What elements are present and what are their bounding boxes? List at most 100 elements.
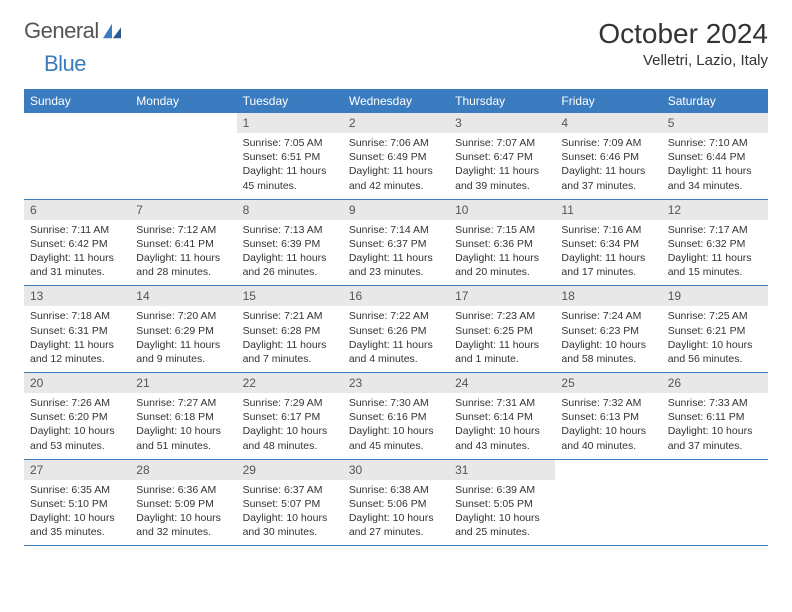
day-cell: 5Sunrise: 7:10 AMSunset: 6:44 PMDaylight… bbox=[662, 113, 768, 199]
day-number: 18 bbox=[555, 286, 661, 306]
day-details bbox=[662, 480, 768, 538]
logo-text-general: General bbox=[24, 18, 99, 44]
day-details: Sunrise: 7:30 AMSunset: 6:16 PMDaylight:… bbox=[343, 393, 449, 459]
day-cell bbox=[662, 459, 768, 546]
day-number: 1 bbox=[237, 113, 343, 133]
day-number: 4 bbox=[555, 113, 661, 133]
day-cell: 6Sunrise: 7:11 AMSunset: 6:42 PMDaylight… bbox=[24, 199, 130, 286]
day-details: Sunrise: 7:10 AMSunset: 6:44 PMDaylight:… bbox=[662, 133, 768, 199]
day-details: Sunrise: 7:13 AMSunset: 6:39 PMDaylight:… bbox=[237, 220, 343, 286]
day-details: Sunrise: 7:23 AMSunset: 6:25 PMDaylight:… bbox=[449, 306, 555, 372]
day-number: 16 bbox=[343, 286, 449, 306]
day-number: 26 bbox=[662, 373, 768, 393]
day-number: 21 bbox=[130, 373, 236, 393]
day-cell: 12Sunrise: 7:17 AMSunset: 6:32 PMDayligh… bbox=[662, 199, 768, 286]
day-number: 29 bbox=[237, 460, 343, 480]
day-details: Sunrise: 7:06 AMSunset: 6:49 PMDaylight:… bbox=[343, 133, 449, 199]
day-details: Sunrise: 7:12 AMSunset: 6:41 PMDaylight:… bbox=[130, 220, 236, 286]
day-cell: 24Sunrise: 7:31 AMSunset: 6:14 PMDayligh… bbox=[449, 373, 555, 460]
day-cell: 2Sunrise: 7:06 AMSunset: 6:49 PMDaylight… bbox=[343, 113, 449, 199]
day-cell: 17Sunrise: 7:23 AMSunset: 6:25 PMDayligh… bbox=[449, 286, 555, 373]
day-number: 6 bbox=[24, 200, 130, 220]
day-number: 17 bbox=[449, 286, 555, 306]
day-details: Sunrise: 7:14 AMSunset: 6:37 PMDaylight:… bbox=[343, 220, 449, 286]
day-details: Sunrise: 6:35 AMSunset: 5:10 PMDaylight:… bbox=[24, 480, 130, 546]
day-cell: 22Sunrise: 7:29 AMSunset: 6:17 PMDayligh… bbox=[237, 373, 343, 460]
day-details bbox=[130, 133, 236, 191]
day-cell: 19Sunrise: 7:25 AMSunset: 6:21 PMDayligh… bbox=[662, 286, 768, 373]
day-cell: 3Sunrise: 7:07 AMSunset: 6:47 PMDaylight… bbox=[449, 113, 555, 199]
day-details: Sunrise: 7:09 AMSunset: 6:46 PMDaylight:… bbox=[555, 133, 661, 199]
day-details: Sunrise: 7:20 AMSunset: 6:29 PMDaylight:… bbox=[130, 306, 236, 372]
day-number: 31 bbox=[449, 460, 555, 480]
day-cell: 1Sunrise: 7:05 AMSunset: 6:51 PMDaylight… bbox=[237, 113, 343, 199]
day-cell bbox=[555, 459, 661, 546]
day-cell: 15Sunrise: 7:21 AMSunset: 6:28 PMDayligh… bbox=[237, 286, 343, 373]
logo-text-blue: Blue bbox=[44, 51, 86, 76]
day-cell bbox=[24, 113, 130, 199]
day-details: Sunrise: 7:17 AMSunset: 6:32 PMDaylight:… bbox=[662, 220, 768, 286]
day-cell: 30Sunrise: 6:38 AMSunset: 5:06 PMDayligh… bbox=[343, 459, 449, 546]
day-header: Wednesday bbox=[343, 89, 449, 113]
day-details: Sunrise: 7:16 AMSunset: 6:34 PMDaylight:… bbox=[555, 220, 661, 286]
day-number: 20 bbox=[24, 373, 130, 393]
day-details bbox=[555, 480, 661, 538]
day-number: 7 bbox=[130, 200, 236, 220]
day-details: Sunrise: 7:18 AMSunset: 6:31 PMDaylight:… bbox=[24, 306, 130, 372]
sail-icon bbox=[101, 22, 123, 40]
day-header: Thursday bbox=[449, 89, 555, 113]
day-details: Sunrise: 7:22 AMSunset: 6:26 PMDaylight:… bbox=[343, 306, 449, 372]
day-cell: 26Sunrise: 7:33 AMSunset: 6:11 PMDayligh… bbox=[662, 373, 768, 460]
day-cell: 13Sunrise: 7:18 AMSunset: 6:31 PMDayligh… bbox=[24, 286, 130, 373]
day-details: Sunrise: 7:32 AMSunset: 6:13 PMDaylight:… bbox=[555, 393, 661, 459]
day-details: Sunrise: 7:05 AMSunset: 6:51 PMDaylight:… bbox=[237, 133, 343, 199]
day-details: Sunrise: 7:33 AMSunset: 6:11 PMDaylight:… bbox=[662, 393, 768, 459]
day-details: Sunrise: 7:31 AMSunset: 6:14 PMDaylight:… bbox=[449, 393, 555, 459]
month-title: October 2024 bbox=[598, 18, 768, 50]
day-header-row: SundayMondayTuesdayWednesdayThursdayFrid… bbox=[24, 89, 768, 113]
day-cell: 18Sunrise: 7:24 AMSunset: 6:23 PMDayligh… bbox=[555, 286, 661, 373]
title-block: October 2024 Velletri, Lazio, Italy bbox=[598, 18, 768, 69]
day-details bbox=[24, 133, 130, 191]
calendar-table: SundayMondayTuesdayWednesdayThursdayFrid… bbox=[24, 89, 768, 546]
week-row: 1Sunrise: 7:05 AMSunset: 6:51 PMDaylight… bbox=[24, 113, 768, 199]
day-cell bbox=[130, 113, 236, 199]
logo: General bbox=[24, 18, 125, 44]
day-number: 27 bbox=[24, 460, 130, 480]
day-header: Tuesday bbox=[237, 89, 343, 113]
day-number: 15 bbox=[237, 286, 343, 306]
day-cell: 29Sunrise: 6:37 AMSunset: 5:07 PMDayligh… bbox=[237, 459, 343, 546]
day-cell: 27Sunrise: 6:35 AMSunset: 5:10 PMDayligh… bbox=[24, 459, 130, 546]
day-details: Sunrise: 7:11 AMSunset: 6:42 PMDaylight:… bbox=[24, 220, 130, 286]
day-cell: 8Sunrise: 7:13 AMSunset: 6:39 PMDaylight… bbox=[237, 199, 343, 286]
day-number: 12 bbox=[662, 200, 768, 220]
day-number: 10 bbox=[449, 200, 555, 220]
day-cell: 20Sunrise: 7:26 AMSunset: 6:20 PMDayligh… bbox=[24, 373, 130, 460]
day-cell: 25Sunrise: 7:32 AMSunset: 6:13 PMDayligh… bbox=[555, 373, 661, 460]
day-number: 2 bbox=[343, 113, 449, 133]
day-details: Sunrise: 6:38 AMSunset: 5:06 PMDaylight:… bbox=[343, 480, 449, 546]
week-row: 20Sunrise: 7:26 AMSunset: 6:20 PMDayligh… bbox=[24, 373, 768, 460]
day-number: 22 bbox=[237, 373, 343, 393]
day-number: 25 bbox=[555, 373, 661, 393]
day-number: 30 bbox=[343, 460, 449, 480]
day-cell: 10Sunrise: 7:15 AMSunset: 6:36 PMDayligh… bbox=[449, 199, 555, 286]
day-cell: 14Sunrise: 7:20 AMSunset: 6:29 PMDayligh… bbox=[130, 286, 236, 373]
week-row: 13Sunrise: 7:18 AMSunset: 6:31 PMDayligh… bbox=[24, 286, 768, 373]
day-number: 23 bbox=[343, 373, 449, 393]
day-cell: 23Sunrise: 7:30 AMSunset: 6:16 PMDayligh… bbox=[343, 373, 449, 460]
day-details: Sunrise: 7:25 AMSunset: 6:21 PMDaylight:… bbox=[662, 306, 768, 372]
day-cell: 21Sunrise: 7:27 AMSunset: 6:18 PMDayligh… bbox=[130, 373, 236, 460]
day-cell: 28Sunrise: 6:36 AMSunset: 5:09 PMDayligh… bbox=[130, 459, 236, 546]
day-details: Sunrise: 6:39 AMSunset: 5:05 PMDaylight:… bbox=[449, 480, 555, 546]
day-details: Sunrise: 7:07 AMSunset: 6:47 PMDaylight:… bbox=[449, 133, 555, 199]
day-details: Sunrise: 7:26 AMSunset: 6:20 PMDaylight:… bbox=[24, 393, 130, 459]
day-cell: 16Sunrise: 7:22 AMSunset: 6:26 PMDayligh… bbox=[343, 286, 449, 373]
day-details: Sunrise: 7:24 AMSunset: 6:23 PMDaylight:… bbox=[555, 306, 661, 372]
day-cell: 9Sunrise: 7:14 AMSunset: 6:37 PMDaylight… bbox=[343, 199, 449, 286]
day-number: 5 bbox=[662, 113, 768, 133]
day-header: Saturday bbox=[662, 89, 768, 113]
day-number: 11 bbox=[555, 200, 661, 220]
calendar-page: General October 2024 Velletri, Lazio, It… bbox=[0, 0, 792, 556]
day-details: Sunrise: 7:29 AMSunset: 6:17 PMDaylight:… bbox=[237, 393, 343, 459]
